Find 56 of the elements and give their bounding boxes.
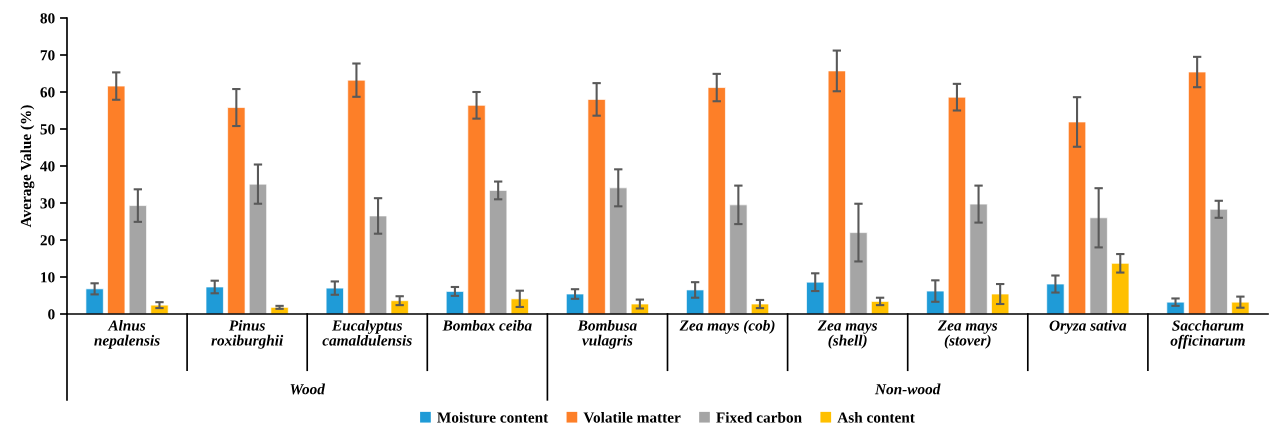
bar — [1188, 71, 1207, 314]
y-tick-label: 20 — [40, 235, 55, 246]
bar — [347, 79, 366, 314]
bar — [686, 289, 705, 314]
bar — [1067, 121, 1087, 314]
y-axis-title: Average Value (%) — [20, 105, 35, 228]
bar — [1209, 208, 1228, 314]
bar — [205, 286, 224, 314]
legend-label: Moisture content — [437, 411, 549, 423]
x-tick-label: Bombusa vulagris — [577, 319, 637, 349]
bar — [707, 87, 726, 314]
bar — [609, 187, 628, 314]
text: Wood — [290, 383, 326, 395]
bar — [806, 281, 825, 314]
bar — [467, 104, 486, 314]
y-tick-label: 50 — [40, 124, 55, 135]
bar — [227, 107, 246, 314]
bar — [969, 203, 988, 314]
y-tick-label: 0 — [48, 309, 55, 320]
x-tick-label: Alnus nepalensis — [94, 319, 160, 349]
y-tick-label: 10 — [41, 272, 55, 283]
x-tick-label: Saccharum officinarum — [1170, 319, 1245, 349]
bar — [489, 190, 508, 314]
bar — [1089, 217, 1108, 314]
x-tick-label: Eucalyptus camaldulensis — [322, 319, 412, 346]
y-tick-label: 40 — [40, 161, 55, 172]
bar — [587, 99, 606, 314]
x-tick-label: Bombax ceiba — [442, 319, 532, 331]
bar — [729, 204, 748, 314]
y-tick-label: 70 — [40, 50, 55, 61]
bar — [947, 96, 966, 314]
bar — [369, 215, 388, 314]
bar — [827, 70, 846, 314]
y-tick-label: 80 — [40, 13, 55, 24]
bar — [1046, 283, 1065, 314]
bar — [565, 293, 585, 314]
y-tick-label: 30 — [40, 198, 55, 209]
x-tick-label: Pinus roxiburghii — [211, 319, 284, 349]
x-tick-label: Zea mays (cob) — [679, 319, 775, 334]
legend-label: Ash content — [837, 411, 915, 423]
bar — [128, 205, 147, 314]
x-tick-label: Oryza sativa — [1049, 319, 1127, 334]
bar — [107, 85, 126, 314]
bar — [991, 293, 1010, 314]
x-tick-label: Zea mays (stover) — [937, 320, 998, 349]
y-tick-label: 60 — [40, 87, 55, 98]
text: Non-wood — [874, 383, 941, 395]
bar — [926, 290, 945, 314]
bar — [445, 291, 464, 314]
bar — [248, 183, 268, 314]
bar — [1111, 262, 1130, 314]
bar — [85, 288, 104, 314]
legend-label: Volatile matter — [583, 411, 681, 423]
bar — [325, 287, 344, 314]
x-tick-label: Zea mays (shell) — [817, 320, 878, 349]
legend-label: Fixed carbon — [716, 411, 802, 423]
